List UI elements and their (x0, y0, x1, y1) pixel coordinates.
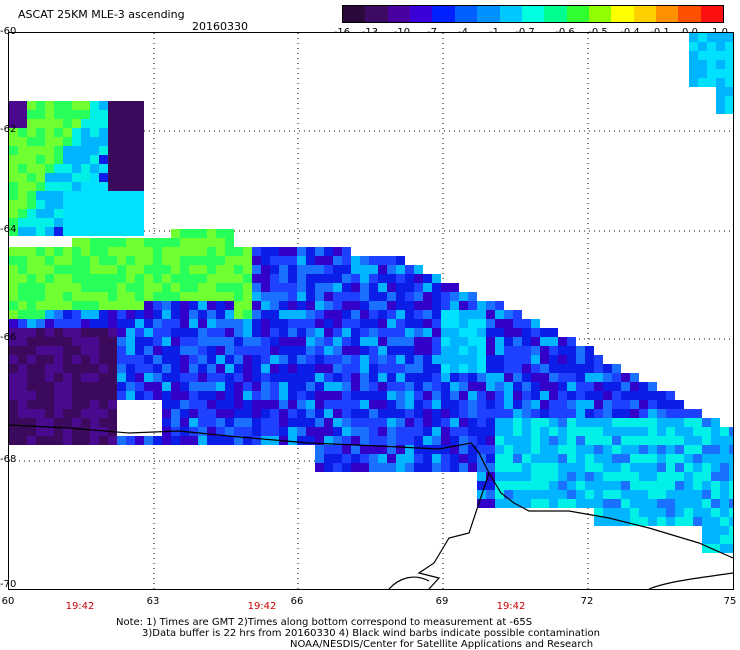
color-scale-segment (544, 6, 567, 22)
color-scale-segment (410, 6, 433, 22)
color-scale-segment (477, 6, 500, 22)
latitude-label: -70 (0, 579, 17, 590)
color-scale-segment (656, 6, 679, 22)
color-scale-segment (633, 6, 657, 22)
coastline (648, 572, 733, 589)
swath-region (689, 33, 733, 114)
map-canvas (9, 33, 733, 589)
longitude-label: 75 (723, 596, 737, 607)
note-line-1: Note: 1) Times are GMT 2)Times along bot… (116, 617, 533, 628)
color-scale-segment (611, 6, 634, 22)
swath-region (9, 229, 733, 553)
longitude-label: 72 (580, 596, 594, 607)
note-line-2: 3)Data buffer is 22 hrs from 20160330 4)… (142, 628, 600, 639)
color-scale-segment (521, 6, 545, 22)
map-date: 20160330 (192, 20, 248, 33)
color-scale-segment (588, 6, 612, 22)
coastline (388, 576, 430, 589)
color-scale-segment (343, 6, 366, 22)
map-title: ASCAT 25KM MLE-3 ascending (18, 8, 185, 21)
color-scale-segment (454, 6, 478, 22)
color-scale-segment (678, 6, 701, 22)
latitude-label: -62 (0, 124, 17, 135)
color-scale-segment (432, 6, 455, 22)
color-scale-segment (387, 6, 411, 22)
time-label: 19:42 (247, 601, 277, 612)
time-label: 19:42 (496, 601, 526, 612)
color-scale-segment (566, 6, 589, 22)
color-scale-segment (700, 6, 724, 22)
longitude-label: 60 (1, 596, 15, 607)
longitude-label: 63 (146, 596, 160, 607)
swath-region (9, 101, 144, 236)
latitude-label: -64 (0, 224, 17, 235)
coastline (417, 472, 490, 589)
time-label: 19:42 (65, 601, 95, 612)
longitude-label: 69 (435, 596, 449, 607)
latitude-label: -66 (0, 332, 17, 343)
color-scale-bar (342, 5, 724, 23)
latitude-label: -60 (0, 26, 17, 37)
latitude-label: -68 (0, 454, 17, 465)
longitude-label: 66 (290, 596, 304, 607)
note-line-3: NOAA/NESDIS/Center for Satellite Applica… (290, 639, 594, 650)
coastline (9, 424, 733, 559)
color-scale-segment (499, 6, 522, 22)
color-scale-segment (365, 6, 388, 22)
swath-map[interactable] (8, 32, 734, 590)
